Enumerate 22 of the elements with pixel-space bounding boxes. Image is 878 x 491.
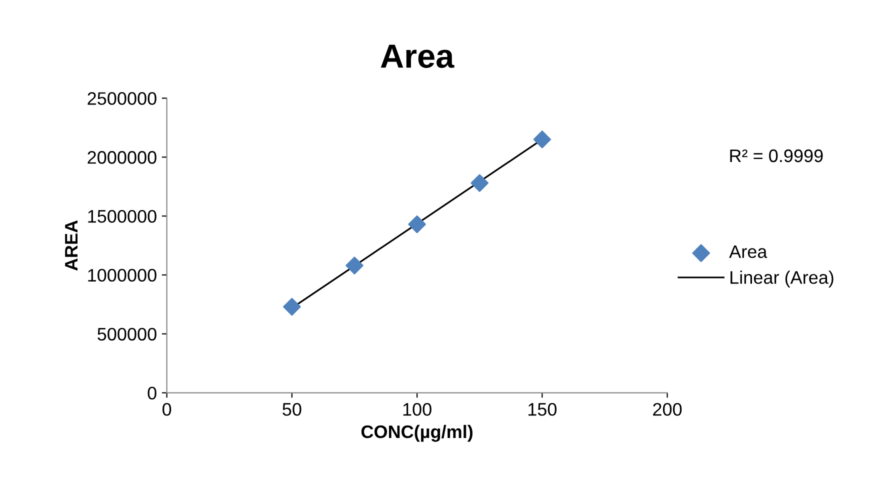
point [283,298,301,316]
x-tick-label: 100 [403,403,432,416]
legend-label: Area [729,245,768,258]
x-tick-label: 150 [528,403,557,416]
y-tick-label: 500000 [98,328,156,341]
chart-title: Area [380,44,454,68]
y-tick-label: 0 [148,386,156,400]
point [408,215,426,234]
point [346,256,364,274]
y-axis-title: AREA [65,220,78,271]
y-tick-label: 2000000 [88,151,156,164]
x-axis-title: CONC(µg/ml) [361,424,473,442]
y-tick-label: 1500000 [88,210,156,223]
y-tick-label: 2500000 [88,92,156,105]
point [533,130,552,148]
text: R² = 0.9999 [730,149,823,162]
x-tick-label: 50 [282,403,302,416]
x-tick-label: 0 [162,403,172,416]
point [470,174,489,192]
x-tick-label: 200 [653,403,682,416]
legend-label: Linear (Area) [730,270,834,288]
y-tick-label: 1000000 [88,268,156,282]
